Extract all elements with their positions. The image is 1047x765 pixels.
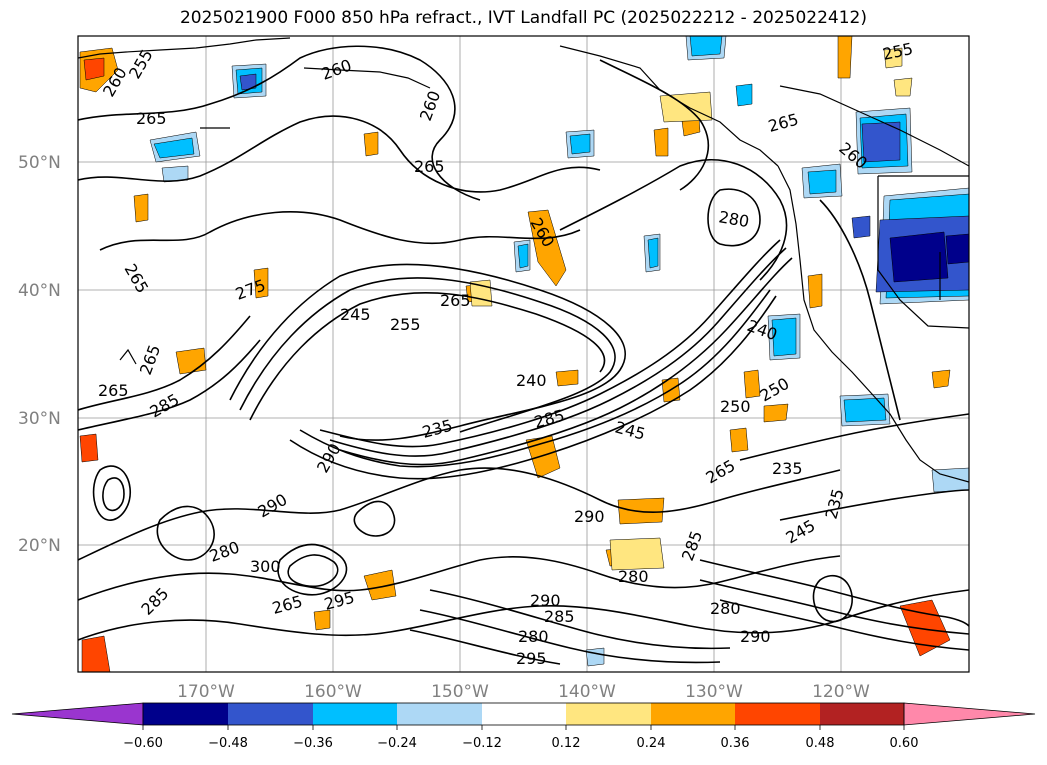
colorbar-outline [142,702,905,726]
contour-label: 280 [618,567,649,586]
contour-label: 265 [440,291,471,310]
lon-label-150w: 150°W [431,682,489,702]
colorbar-tick-label: 0.12 [552,736,581,751]
lon-label-170w: 170°W [177,682,235,702]
contour-label: 250 [720,397,751,416]
colorbar-over-triangle [903,702,1036,726]
page-title: 2025021900 F000 850 hPa refract., IVT La… [179,8,867,28]
contour-label: 295 [516,649,547,668]
colorbar-tick-label: −0.36 [293,736,333,751]
colorbar-swatch [566,703,651,725]
colorbar-ticks [142,725,905,730]
colorbar-tick-label: 0.60 [890,736,919,751]
contour-label: 265 [414,157,445,176]
map-frame [77,35,970,673]
contour-label: 255 [390,315,421,334]
map-panel [78,36,969,672]
colorbar-under-triangle [11,702,144,726]
colorbar-swatch [397,703,482,725]
colorbar-swatch [735,703,820,725]
contour-label: 280 [710,599,741,618]
lon-label-130w: 130°W [685,682,743,702]
lat-label-20n: 20°N [18,536,61,556]
coastlines [78,37,969,483]
contour-label: 290 [574,507,605,526]
lat-label-30n: 30°N [18,409,61,429]
colorbar-swatch [482,703,566,725]
contour-label: 290 [740,627,771,646]
lat-label-50n: 50°N [18,153,61,173]
colorbar-swatch [820,703,904,725]
contour-label: 235 [772,459,803,478]
contour-labels: 255 260 265 260 265 255 260 265 280 265 … [98,39,915,668]
contour-label: 300 [250,557,281,576]
colorbar-tick-labels: −0.60 −0.48 −0.36 −0.24 −0.12 0.12 0.24 … [123,736,918,751]
lon-label-120w: 120°W [812,682,870,702]
contour-label: 280 [518,627,549,646]
contour-label: 265 [98,381,129,400]
contour-label: 265 [136,109,167,128]
colorbar-swatch [651,703,735,725]
colorbar-tick-label: −0.24 [377,736,417,751]
lat-label-40n: 40°N [18,281,61,301]
lon-label-140w: 140°W [558,682,616,702]
colorbar-swatch [228,703,313,725]
lat-labels: 50°N 40°N 30°N 20°N [18,153,61,556]
contour-label: 240 [516,371,547,390]
lon-label-160w: 160°W [304,682,362,702]
colorbar-tick-label: −0.12 [462,736,502,751]
contour-lines [78,45,969,665]
colorbar-tick-label: 0.36 [721,736,750,751]
colorbar-swatch [313,703,397,725]
colorbar-tick-label: −0.48 [208,736,248,751]
contour-label: 245 [340,305,371,324]
contour-label: 285 [544,607,575,626]
colorbar: −0.60 −0.48 −0.36 −0.24 −0.12 0.12 0.24 … [11,702,1036,751]
contour-label: 290 [530,591,561,610]
map-content: 255 260 265 260 265 255 260 265 280 265 … [78,36,969,672]
colorbar-tick-label: 0.24 [637,736,666,751]
lon-labels: 170°W 160°W 150°W 140°W 130°W 120°W [177,682,870,702]
colorbar-swatch [143,703,228,725]
colorbar-tick-label: −0.60 [123,736,163,751]
shaded-patches [79,36,969,672]
colorbar-tick-label: 0.48 [806,736,835,751]
